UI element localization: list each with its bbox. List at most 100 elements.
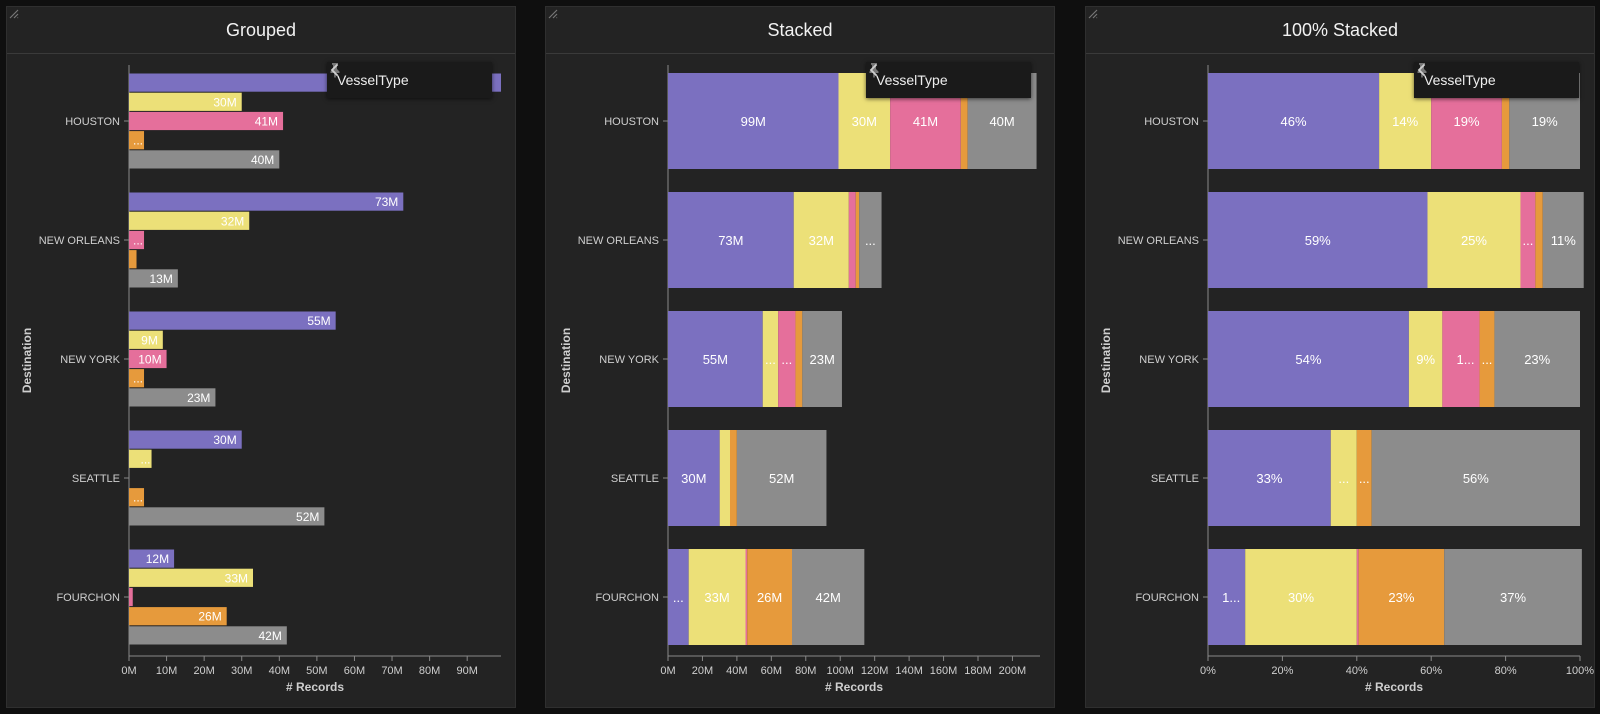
bar xyxy=(129,92,242,111)
resize-handle-icon[interactable] xyxy=(546,7,558,19)
bar-segment xyxy=(848,192,856,288)
bar-segment xyxy=(668,73,839,169)
data-label: 37% xyxy=(1500,590,1526,605)
x-axis-title: # Records xyxy=(1365,680,1423,694)
data-label: 23M xyxy=(809,352,834,367)
data-label: 41M xyxy=(913,114,938,129)
panel-title: Stacked xyxy=(546,7,1054,54)
bar xyxy=(129,449,152,468)
x-tick-label: 180M xyxy=(964,665,992,677)
data-label: 23M xyxy=(187,391,210,405)
data-label: ... xyxy=(865,233,876,248)
bar-segment xyxy=(688,549,746,645)
y-tick-label: NEW YORK xyxy=(60,354,120,366)
x-tick-label: 0M xyxy=(121,665,136,677)
data-label: 56% xyxy=(1463,471,1489,486)
y-tick-label: NEW ORLEANS xyxy=(1118,235,1199,247)
y-tick-label: NEW ORLEANS xyxy=(39,235,120,247)
data-label: 40M xyxy=(989,114,1014,129)
data-label: 1... xyxy=(1456,352,1474,367)
x-tick-label: 40% xyxy=(1346,665,1368,677)
y-tick-label: NEW YORK xyxy=(1139,354,1199,366)
bar-segment xyxy=(762,311,779,407)
bar xyxy=(129,311,336,330)
x-tick-label: 0M xyxy=(660,665,675,677)
bar-segment xyxy=(745,549,748,645)
bar-segment xyxy=(859,192,882,288)
bar-segment xyxy=(1520,192,1536,288)
bar-segment xyxy=(1371,430,1580,526)
y-tick-label: HOUSTON xyxy=(604,116,659,128)
data-label: ... xyxy=(1522,233,1533,248)
legend-panel[interactable]: VesselType xyxy=(866,62,1031,98)
data-label: 23% xyxy=(1524,352,1550,367)
data-label: 73M xyxy=(718,233,743,248)
data-label: ... xyxy=(133,134,143,148)
x-tick-label: 140M xyxy=(895,665,923,677)
y-tick-label: SEATTLE xyxy=(1151,473,1199,485)
x-tick-label: 70M xyxy=(381,665,402,677)
data-label: 12M xyxy=(146,552,169,566)
legend-panel[interactable]: VesselType xyxy=(1414,62,1579,98)
x-tick-label: 60M xyxy=(761,665,782,677)
data-label: 19% xyxy=(1532,114,1558,129)
bar xyxy=(129,626,287,645)
data-label: 52M xyxy=(296,510,319,524)
bar-segment xyxy=(668,430,720,526)
resize-handle-icon[interactable] xyxy=(7,7,19,19)
data-label: 30% xyxy=(1288,590,1314,605)
chevron-left-icon[interactable] xyxy=(866,62,882,78)
y-tick-label: NEW YORK xyxy=(599,354,659,366)
data-label: 11% xyxy=(1551,233,1576,248)
data-label: 55M xyxy=(307,314,330,328)
bar-segment xyxy=(1356,430,1372,526)
legend-title: VesselType xyxy=(337,72,409,88)
x-tick-label: 30M xyxy=(231,665,252,677)
panel-title: 100% Stacked xyxy=(1086,7,1594,54)
chevron-left-icon[interactable] xyxy=(327,62,343,78)
bar-segment xyxy=(1208,549,1246,645)
bar xyxy=(129,131,145,150)
bar-segment xyxy=(1356,549,1359,645)
bar xyxy=(129,211,250,230)
x-tick-label: 20M xyxy=(193,665,214,677)
bar xyxy=(129,250,137,269)
bar-segment xyxy=(1208,430,1331,526)
data-label: 26M xyxy=(757,590,782,605)
x-tick-label: 200M xyxy=(999,665,1027,677)
panel-percent-stacked: 100% Stacked 0% 20% 40% 60% 80% 100% # Records… xyxy=(1085,6,1595,708)
x-tick-label: 60M xyxy=(344,665,365,677)
bar xyxy=(129,369,145,388)
x-tick-label: 160M xyxy=(930,665,958,677)
y-tick-label: HOUSTON xyxy=(65,116,120,128)
chart-grouped: 0M 10M 20M 30M 40M 50M 60M 70M 80M 90M # Records De… xyxy=(20,65,501,694)
bar-segment xyxy=(736,430,827,526)
panel-stacked: Stacked 0M 20M 40M 60M 80M 100M 120M 140M 160M 18… xyxy=(545,6,1055,708)
data-label: 9M xyxy=(141,333,158,347)
data-label: 13M xyxy=(150,272,173,286)
bar-segment xyxy=(668,549,689,645)
legend-panel[interactable]: VesselType xyxy=(327,62,492,98)
data-label: ... xyxy=(133,234,143,248)
bar-segment xyxy=(1358,549,1445,645)
data-label: 40M xyxy=(251,153,274,167)
resize-handle-icon[interactable] xyxy=(1086,7,1098,19)
x-tick-label: 80M xyxy=(419,665,440,677)
bar-segment xyxy=(1442,311,1480,407)
bar xyxy=(129,388,216,407)
data-label: ... xyxy=(1338,471,1349,486)
bar xyxy=(129,192,404,211)
bar-segment xyxy=(1208,73,1380,169)
pin-icon[interactable] xyxy=(327,62,343,78)
x-tick-label: 20% xyxy=(1271,665,1293,677)
bar-segment xyxy=(1444,549,1582,645)
chevron-left-icon[interactable] xyxy=(1414,62,1430,78)
bar-segment xyxy=(1479,311,1495,407)
bar xyxy=(129,111,284,131)
pin-icon[interactable] xyxy=(866,62,882,78)
legend-title: VesselType xyxy=(1424,72,1496,88)
data-label: 42M xyxy=(258,629,281,643)
data-label: 30M xyxy=(852,114,877,129)
bar-segment xyxy=(792,549,865,645)
pin-icon[interactable] xyxy=(1414,62,1430,78)
